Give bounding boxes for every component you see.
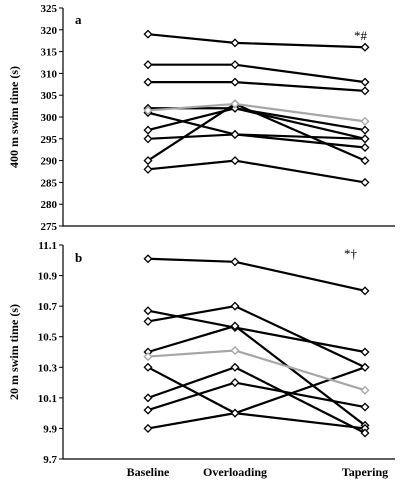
x-category-label: Overloading: [203, 465, 267, 479]
y-tick-label: 10.3: [38, 362, 58, 374]
data-point: [143, 134, 153, 144]
data-point: [230, 301, 240, 311]
significance-annotation: *#: [354, 28, 368, 43]
data-point: [143, 405, 153, 415]
data-point: [143, 29, 153, 39]
data-point: [143, 105, 153, 115]
data-point: [360, 385, 370, 395]
panel-letter: b: [75, 250, 82, 265]
panel-letter: a: [75, 12, 82, 27]
data-point: [143, 164, 153, 174]
data-point: [230, 345, 240, 355]
data-point: [230, 77, 240, 87]
y-tick-label: 10.7: [38, 301, 58, 313]
data-point: [143, 362, 153, 372]
y-tick-label: 300: [41, 112, 58, 124]
data-point: [360, 42, 370, 52]
y-tick-label: 285: [41, 177, 58, 189]
y-tick-label: 9.7: [43, 454, 57, 466]
panel-b: 9.7 9.9 10.1 10.3 10.5 10.7 10.9 11.1 20 m swim …: [7, 240, 395, 466]
data-point: [360, 177, 370, 187]
data-point: [230, 321, 240, 331]
series-line: [147, 366, 366, 430]
series-line: [147, 366, 366, 430]
y-tick-label: 10.9: [38, 271, 58, 283]
data-point: [230, 129, 240, 139]
data-point: [143, 352, 153, 362]
data-point: [360, 134, 370, 144]
data-point: [143, 316, 153, 326]
data-point: [360, 143, 370, 153]
y-tick-label: 280: [41, 199, 58, 211]
data-point: [230, 408, 240, 418]
y-tick-label: 310: [41, 68, 58, 80]
data-point: [360, 77, 370, 87]
x-category-label: Tapering: [342, 465, 388, 479]
data-point: [230, 38, 240, 48]
significance-annotation: *†: [344, 246, 358, 261]
x-category-label: Baseline: [127, 465, 170, 479]
data-point: [143, 77, 153, 87]
data-point: [230, 257, 240, 267]
data-point: [360, 402, 370, 412]
data-point: [230, 156, 240, 166]
data-point: [360, 362, 370, 372]
y-axis-title: 20 m swim time (s): [7, 304, 21, 400]
x-category-labels: Baseline Overloading Tapering: [127, 465, 388, 479]
series-line: [147, 33, 366, 49]
data-point: [230, 378, 240, 388]
y-tick-label: 295: [41, 134, 58, 146]
y-tick-label: 275: [41, 221, 58, 233]
y-tick-label: 11.1: [38, 240, 57, 252]
y-tick-label: 320: [41, 25, 58, 37]
series-line: [148, 63, 366, 84]
series-line: [147, 159, 366, 184]
data-point: [230, 99, 240, 109]
data-point: [143, 254, 153, 264]
y-tick-label: 305: [41, 90, 58, 102]
data-point: [360, 125, 370, 135]
data-point: [143, 156, 153, 166]
y-tick-label: 10.5: [38, 332, 58, 344]
data-point: [143, 306, 153, 316]
data-point: [360, 347, 370, 357]
y-tick-label: 325: [41, 3, 58, 15]
y-tick-label: 290: [41, 156, 58, 168]
data-point: [143, 60, 153, 70]
data-point: [143, 423, 153, 433]
data-point: [360, 116, 370, 126]
panel-a: 275 280 285 290 295 300 305 310 315 320 325 400 m s…: [7, 3, 395, 233]
data-point: [230, 362, 240, 372]
data-point: [230, 60, 240, 70]
data-point: [143, 125, 153, 135]
series-line: [147, 107, 366, 132]
y-tick-label: 9.9: [43, 423, 57, 435]
y-axis-title: 400 m swim time (s): [7, 66, 21, 168]
series-line: [147, 324, 366, 427]
data-point: [360, 86, 370, 96]
series-line: [148, 81, 366, 92]
y-tick-label: 10.1: [38, 393, 57, 405]
data-point: [360, 286, 370, 296]
data-point: [143, 393, 153, 403]
data-point: [360, 156, 370, 166]
y-tick-label: 315: [41, 47, 58, 59]
data-point: [360, 428, 370, 438]
series-line: [147, 257, 366, 292]
